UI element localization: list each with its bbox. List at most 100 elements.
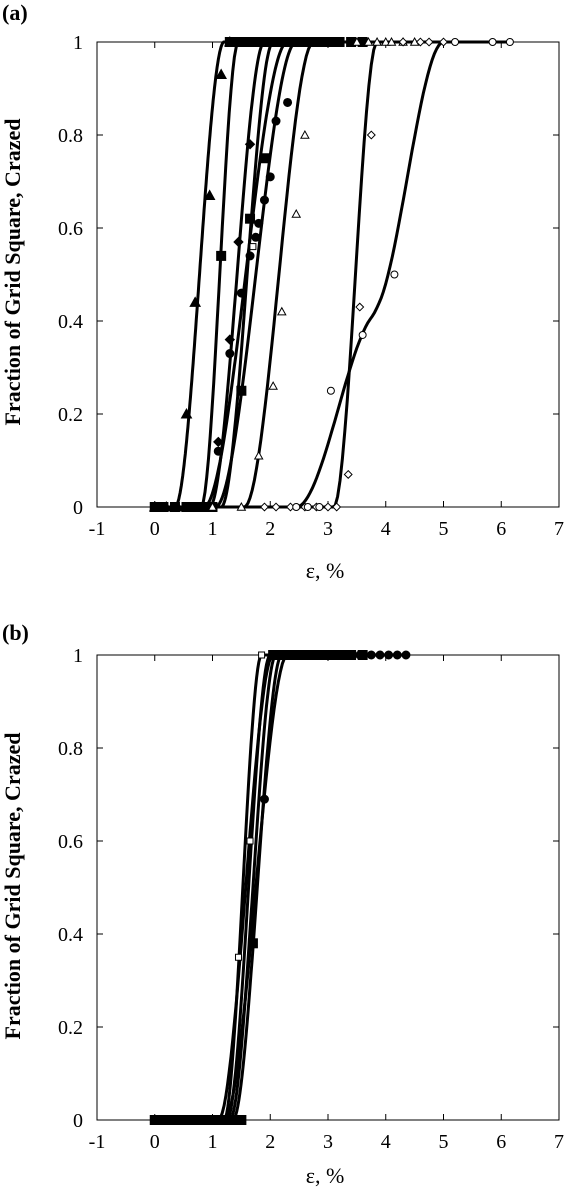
data-point-circle-filled	[343, 650, 353, 660]
data-point-circle-filled	[401, 650, 411, 660]
data-point-circle-filled	[245, 251, 255, 261]
data-point-diamond-filled	[244, 139, 256, 150]
data-point-triangle-open	[380, 36, 391, 46]
data-point-diamond-open	[271, 502, 281, 512]
y-axis-title-a: Fraction of Grid Square, Crazed	[0, 119, 25, 426]
x-tick-label: 4	[381, 1131, 391, 1153]
x-tick-label: 0	[150, 518, 160, 540]
x-tick-label: 3	[323, 1131, 333, 1153]
data-point-circle-filled	[271, 116, 281, 126]
y-tick-label: 1	[73, 645, 83, 667]
data-point-square-filled	[169, 502, 180, 512]
data-point-square-filled	[236, 1115, 247, 1125]
data-point-square-filled	[224, 37, 235, 47]
y-tick-label: 1	[73, 32, 83, 54]
data-point-circle-filled	[254, 218, 264, 228]
data-point-triangle-open	[363, 36, 374, 46]
x-axis-title-b: ε, %	[306, 1163, 345, 1187]
data-point-triangle-open	[276, 306, 287, 316]
data-point-diamond-open	[438, 37, 449, 47]
data-point-diamond-open	[355, 302, 365, 312]
chart-panel-b: (b) Fraction of Grid Square, Crazed ε, %…	[0, 620, 564, 1187]
data-point-circle-open	[451, 38, 460, 46]
data-point-circle-filled	[300, 650, 310, 660]
panel-label-a: (a)	[2, 0, 28, 25]
data-point-circle-filled	[251, 232, 261, 242]
data-point-circle-open	[358, 330, 367, 339]
data-point-circle-open	[505, 38, 514, 46]
data-point-square-filled	[245, 213, 256, 224]
x-axis-title-a: ε, %	[306, 558, 345, 583]
data-point-triangle-open	[207, 501, 218, 511]
data-point-square-filled	[273, 37, 284, 47]
x-tick-label: 4	[381, 518, 391, 540]
fit-curves-b	[154, 653, 406, 1122]
data-point-diamond-open	[366, 130, 376, 140]
data-point-circle-filled	[265, 172, 275, 182]
x-tick-label: 1	[208, 1131, 218, 1153]
y-tick-label: 0.6	[58, 218, 83, 240]
data-point-diamond-filled	[224, 334, 236, 345]
fit-curve-triangle-open	[154, 40, 415, 509]
data-point-circle-filled	[329, 650, 339, 660]
data-point-square-filled	[259, 153, 270, 164]
panel-label-b: (b)	[2, 620, 29, 645]
data-point-square-filled	[201, 1115, 212, 1125]
x-tick-label: 6	[496, 518, 506, 540]
data-point-diamond-open	[343, 469, 353, 479]
y-tick-label: 0.8	[58, 125, 83, 147]
data-point-diamond-open	[398, 37, 408, 47]
y-tick-label: 0.8	[58, 738, 83, 760]
data-point-circle-filled	[392, 650, 402, 660]
data-point-circle-filled	[384, 650, 394, 660]
data-point-square-filled	[317, 37, 328, 47]
data-point-square-filled	[247, 938, 258, 949]
data-point-square-filled	[265, 37, 276, 47]
data-point-circle-open	[488, 38, 497, 46]
fit-curve-square-open	[154, 653, 288, 1122]
data-point-circle-filled	[259, 195, 269, 205]
data-point-square-filled	[193, 1115, 204, 1125]
y-tick-label: 0	[73, 497, 83, 519]
data-point-square-filled	[308, 37, 319, 47]
y-tick-label: 0.2	[58, 1017, 83, 1039]
data-point-square-filled	[247, 37, 258, 47]
data-point-square-open	[249, 243, 257, 251]
data-point-triangle-filled	[189, 296, 202, 307]
data-point-circle-open	[315, 503, 324, 511]
x-tick-label: 1	[208, 518, 218, 540]
data-point-square-filled	[158, 1115, 169, 1125]
fit-curve-circle-open	[154, 40, 510, 509]
data-point-circle-filled	[314, 650, 324, 660]
data-point-square-filled	[239, 37, 250, 47]
plot-frame-a	[96, 41, 560, 508]
data-point-triangle-open	[386, 36, 397, 46]
fit-curve-none	[154, 653, 288, 1122]
data-point-square-filled	[227, 1115, 238, 1125]
data-point-square-filled	[216, 250, 227, 261]
tick-group-a: -1 0 1 2 3 4 5 6 7 0 0.2 0.4 0.6 0.8 1	[58, 32, 564, 540]
data-point-circle-filled	[259, 794, 269, 804]
chart-panel-a: (a) Fraction of Grid Square, Crazed ε, %…	[0, 0, 564, 583]
data-point-circle-filled	[225, 349, 235, 359]
data-point-square-filled	[256, 37, 267, 47]
data-point-square-filled	[325, 37, 336, 47]
data-point-square-filled	[219, 1115, 230, 1125]
data-point-diamond-open	[415, 37, 425, 47]
data-point-square-filled	[291, 37, 302, 47]
data-point-square-filled	[158, 502, 169, 512]
fit-curves-a	[154, 40, 510, 509]
data-point-square-filled	[236, 385, 247, 396]
data-point-square-filled	[184, 1115, 195, 1125]
data-point-circle-filled	[283, 97, 293, 107]
data-point-square-filled	[190, 502, 201, 512]
data-point-diamond-filled	[213, 436, 224, 448]
data-point-circle-filled	[213, 446, 223, 456]
data-point-circle-filled	[366, 650, 376, 660]
data-point-circle-open	[303, 503, 312, 511]
y-axis-title-b: Fraction of Grid Square, Crazed	[0, 733, 25, 1040]
data-point-diamond-open	[424, 37, 434, 47]
data-markers-a	[148, 35, 514, 512]
data-point-diamond-filled	[233, 236, 244, 248]
x-tick-label: -1	[89, 1131, 106, 1153]
